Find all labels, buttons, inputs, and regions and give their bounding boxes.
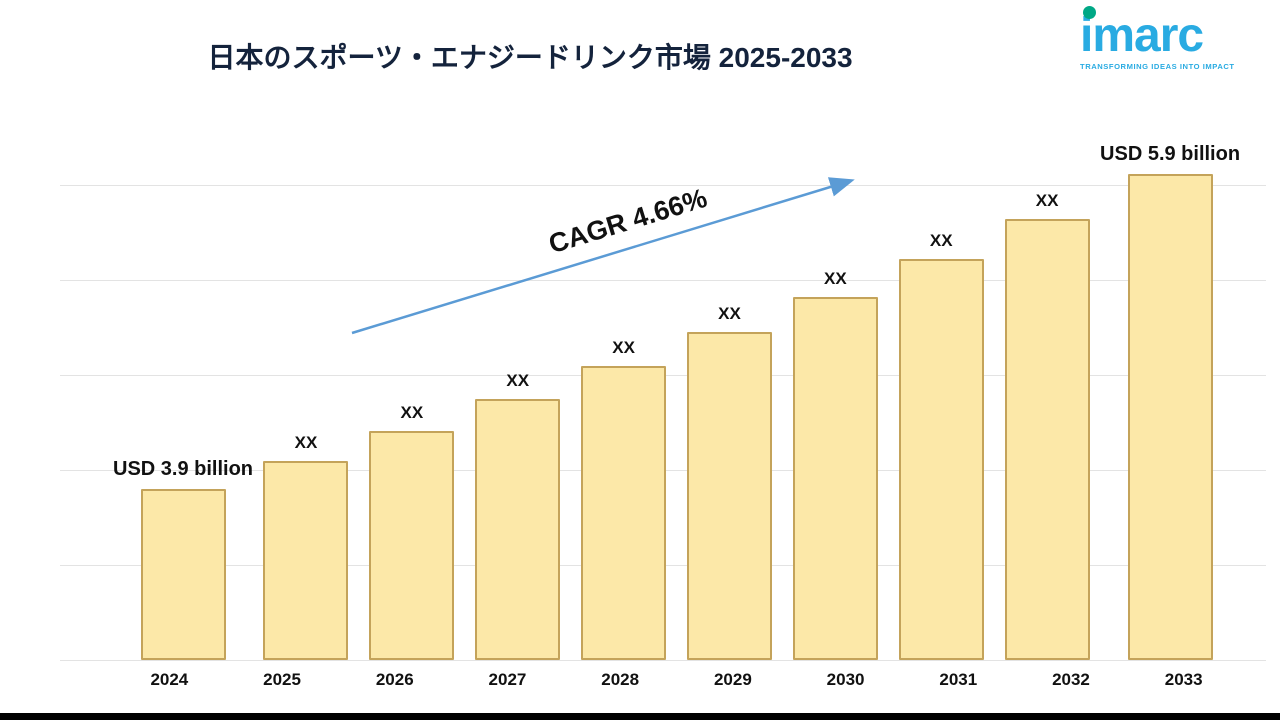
- footer-strip: [0, 713, 1280, 720]
- bar-column: USD 5.9 billion: [1100, 143, 1240, 660]
- year-label: 2028: [601, 670, 640, 689]
- year-label: 2029: [713, 670, 752, 689]
- bar-value-label: XX: [824, 269, 847, 288]
- bar: [263, 461, 349, 660]
- bar: [475, 399, 561, 660]
- bar-value-label: XX: [612, 338, 635, 357]
- brand-text: imarc: [1080, 6, 1258, 62]
- brand-wordmark: imarc: [1080, 9, 1204, 62]
- imarc-logo: imarc TRANSFORMING IDEAS INTO IMPACT: [1080, 6, 1258, 71]
- bar: [1004, 219, 1090, 660]
- bar-column: XX: [782, 269, 888, 660]
- bar: [1127, 174, 1213, 660]
- year-label: 2032: [1052, 670, 1090, 689]
- page-title: 日本のスポーツ・エナジードリンク市場 2025-2033: [207, 42, 853, 73]
- year-label: 2031: [939, 670, 978, 689]
- bar-value-label: XX: [506, 371, 530, 390]
- bar-value-label: XX: [1035, 191, 1059, 210]
- bar: [686, 332, 772, 660]
- year-label: 2033: [1164, 670, 1203, 689]
- bar-column: XX: [677, 304, 783, 660]
- year-label: 2027: [488, 670, 527, 689]
- bar-value-label: USD 3.9 billion: [113, 458, 254, 480]
- bar-value-label: XX: [400, 403, 424, 422]
- bar-column: XX: [994, 191, 1100, 660]
- bar-column: XX: [465, 371, 571, 660]
- gridline: [60, 660, 1266, 661]
- bar-value-label: XX: [294, 433, 318, 452]
- bar: [581, 366, 667, 660]
- bar: [369, 431, 455, 660]
- bar-value-label: XX: [929, 231, 953, 250]
- bar-value-label: USD 5.9 billion: [1100, 143, 1241, 165]
- year-label: 2030: [826, 670, 865, 689]
- brand-tagline: TRANSFORMING IDEAS INTO IMPACT: [1080, 62, 1235, 71]
- bar-column: XX: [359, 403, 465, 660]
- years-row: 2024 2025 2026 2027 2028 2029 2030 2031 2032 2033: [113, 670, 1240, 690]
- bar-column: XX: [571, 338, 677, 660]
- bars-row: USD 3.9 billion XX XX XX XX XX XX XX XX USD 5.9 b…: [113, 143, 1240, 660]
- bar-value-label: XX: [718, 304, 741, 323]
- year-label: 2025: [263, 670, 301, 689]
- bar: [792, 297, 878, 660]
- bar-column: USD 3.9 billion: [113, 458, 253, 660]
- brand-dot-icon: [1083, 6, 1096, 19]
- year-label: 2024: [150, 670, 189, 689]
- bar-column: XX: [888, 231, 994, 660]
- bar-column: XX: [253, 433, 359, 660]
- year-label: 2026: [375, 670, 414, 689]
- bar: [140, 489, 226, 660]
- bar: [898, 259, 984, 660]
